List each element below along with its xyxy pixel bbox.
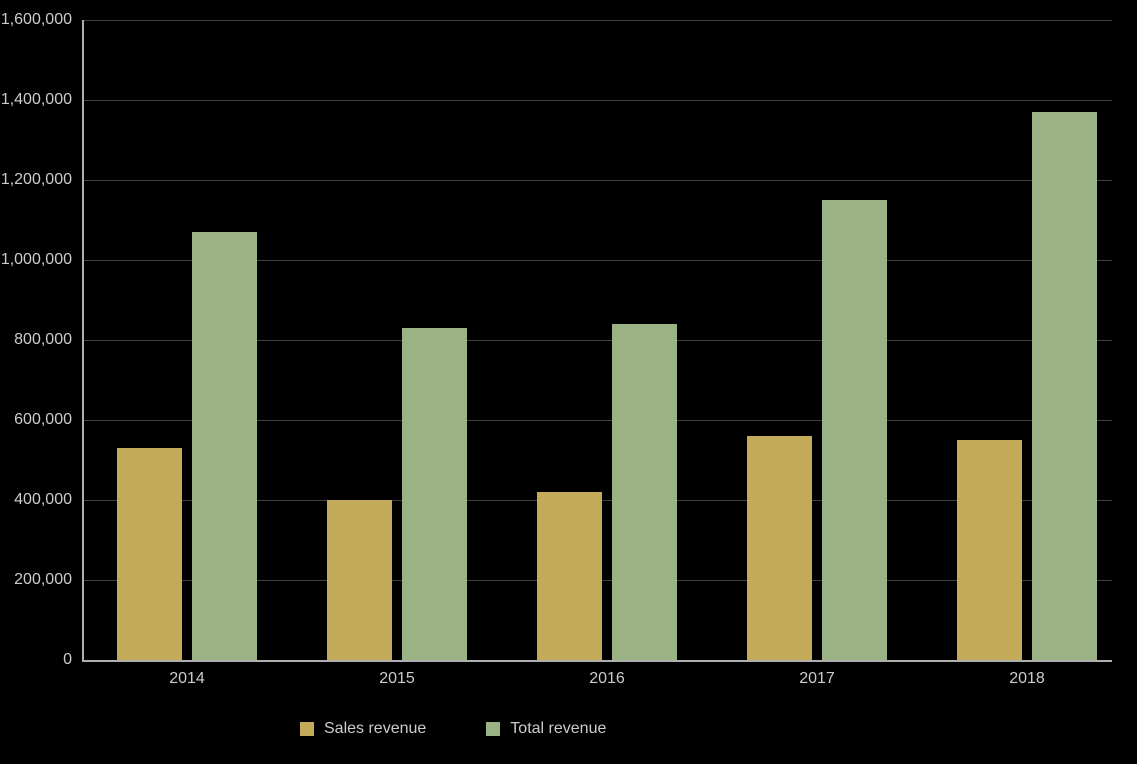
legend-item: Total revenue — [486, 720, 606, 738]
xtick-label: 2016 — [589, 670, 625, 688]
legend-label: Total revenue — [510, 720, 606, 738]
ytick-label: 800,000 — [14, 331, 72, 349]
ytick-label: 1,200,000 — [1, 171, 72, 189]
ytick-label: 200,000 — [14, 571, 72, 589]
xtick-label: 2015 — [379, 670, 415, 688]
bar — [957, 440, 1022, 660]
bar — [612, 324, 677, 660]
legend-swatch — [300, 722, 314, 736]
bar — [747, 436, 812, 660]
legend-label: Sales revenue — [324, 720, 426, 738]
bar — [537, 492, 602, 660]
xtick-label: 2017 — [799, 670, 835, 688]
x-axis — [82, 660, 1112, 662]
xtick-label: 2018 — [1009, 670, 1045, 688]
legend-item: Sales revenue — [300, 720, 426, 738]
bar — [192, 232, 257, 660]
bar — [117, 448, 182, 660]
plot-area — [82, 20, 1112, 660]
xtick-label: 2014 — [169, 670, 205, 688]
bar — [1032, 112, 1097, 660]
grid-line — [82, 180, 1112, 181]
y-axis — [82, 20, 84, 660]
ytick-label: 1,000,000 — [1, 251, 72, 269]
ytick-label: 1,600,000 — [1, 11, 72, 29]
legend-swatch — [486, 722, 500, 736]
bar — [327, 500, 392, 660]
ytick-label: 600,000 — [14, 411, 72, 429]
grid-line — [82, 20, 1112, 21]
ytick-label: 400,000 — [14, 491, 72, 509]
ytick-label: 0 — [63, 651, 72, 669]
bar — [402, 328, 467, 660]
ytick-label: 1,400,000 — [1, 91, 72, 109]
bar — [822, 200, 887, 660]
grid-line — [82, 100, 1112, 101]
bar-chart: Sales revenue Total revenue 0 200,000 400,0… — [0, 0, 1137, 764]
legend: Sales revenue Total revenue — [300, 720, 606, 738]
